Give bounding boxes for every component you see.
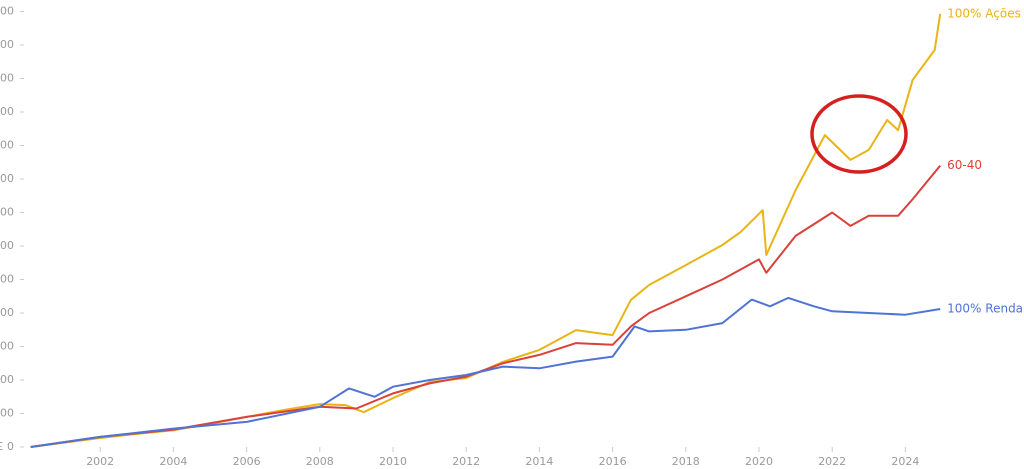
y-tick-label: 000	[0, 373, 14, 386]
x-tick-label: 2024	[891, 455, 919, 468]
x-tick-label: 2006	[233, 455, 261, 468]
y-tick-label: 000	[0, 340, 14, 353]
y-tick-label: 000	[0, 38, 14, 51]
series-label: 100% Renda F	[947, 301, 1024, 315]
y-tick-label: 000	[0, 105, 14, 118]
x-tick-label: 2010	[379, 455, 407, 468]
x-tick-label: 2002	[86, 455, 114, 468]
x-tick-label: 2016	[599, 455, 627, 468]
x-tick-label: 2020	[745, 455, 773, 468]
series-line	[30, 296, 941, 448]
x-tick-label: 2004	[159, 455, 187, 468]
x-tick-label: 2018	[672, 455, 700, 468]
highlight-circle	[810, 94, 908, 174]
y-tick-label: 000	[0, 72, 14, 85]
y-tick-label: 000	[0, 139, 14, 152]
series-label: 60-40	[947, 158, 982, 172]
y-tick-label: 000	[0, 273, 14, 286]
y-tick-label: 000	[0, 5, 14, 18]
y-tick-label: £ 0	[0, 440, 14, 453]
series-label: 100% Ações G	[947, 6, 1024, 20]
y-tick-label: 000	[0, 407, 14, 420]
y-tick-label: 000	[0, 306, 14, 319]
y-tick-label: 000	[0, 239, 14, 252]
x-tick-label: 2008	[306, 455, 334, 468]
y-tick-label: 000	[0, 172, 14, 185]
x-tick-label: 2014	[525, 455, 553, 468]
x-tick-label: 2012	[452, 455, 480, 468]
x-tick-label: 2022	[818, 455, 846, 468]
series-line	[30, 164, 941, 448]
y-tick-label: 000	[0, 206, 14, 219]
